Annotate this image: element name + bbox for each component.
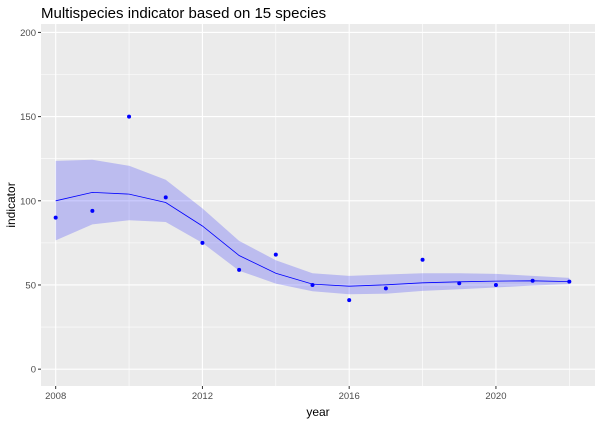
data-point [383, 286, 388, 291]
data-point [237, 267, 242, 272]
x-tick-label: 2012 [192, 391, 213, 402]
data-point [457, 281, 462, 286]
data-point [200, 240, 205, 245]
y-tick-label: 150 [20, 112, 36, 123]
y-tick-label: 200 [20, 28, 36, 39]
y-axis-title: indicator [4, 182, 18, 227]
data-point [90, 208, 95, 213]
y-tick-label: 100 [20, 196, 36, 207]
y-tick-label: 0 [31, 365, 36, 376]
x-tick-label: 2020 [485, 391, 506, 402]
grid-major [41, 24, 595, 386]
x-tick-label: 2016 [339, 391, 360, 402]
data-point [420, 257, 425, 262]
grid-minor [41, 24, 595, 386]
data-points [53, 114, 572, 303]
chart-title: Multispecies indicator based on 15 speci… [41, 5, 326, 22]
x-tick-label: 2008 [45, 391, 66, 402]
data-point [273, 252, 278, 257]
data-point [53, 215, 58, 220]
data-point [310, 282, 315, 287]
x-axis-title: year [306, 405, 329, 419]
data-point [127, 114, 132, 119]
data-point [493, 282, 498, 287]
x-axis: 2008 2012 2016 2020 [45, 386, 507, 402]
y-tick-label: 50 [25, 280, 36, 291]
data-point [163, 195, 168, 200]
y-axis: 0 50 100 150 200 [20, 28, 41, 376]
data-point [347, 298, 352, 303]
data-point [530, 278, 535, 283]
data-point [567, 279, 572, 284]
plot-panel [41, 24, 595, 386]
